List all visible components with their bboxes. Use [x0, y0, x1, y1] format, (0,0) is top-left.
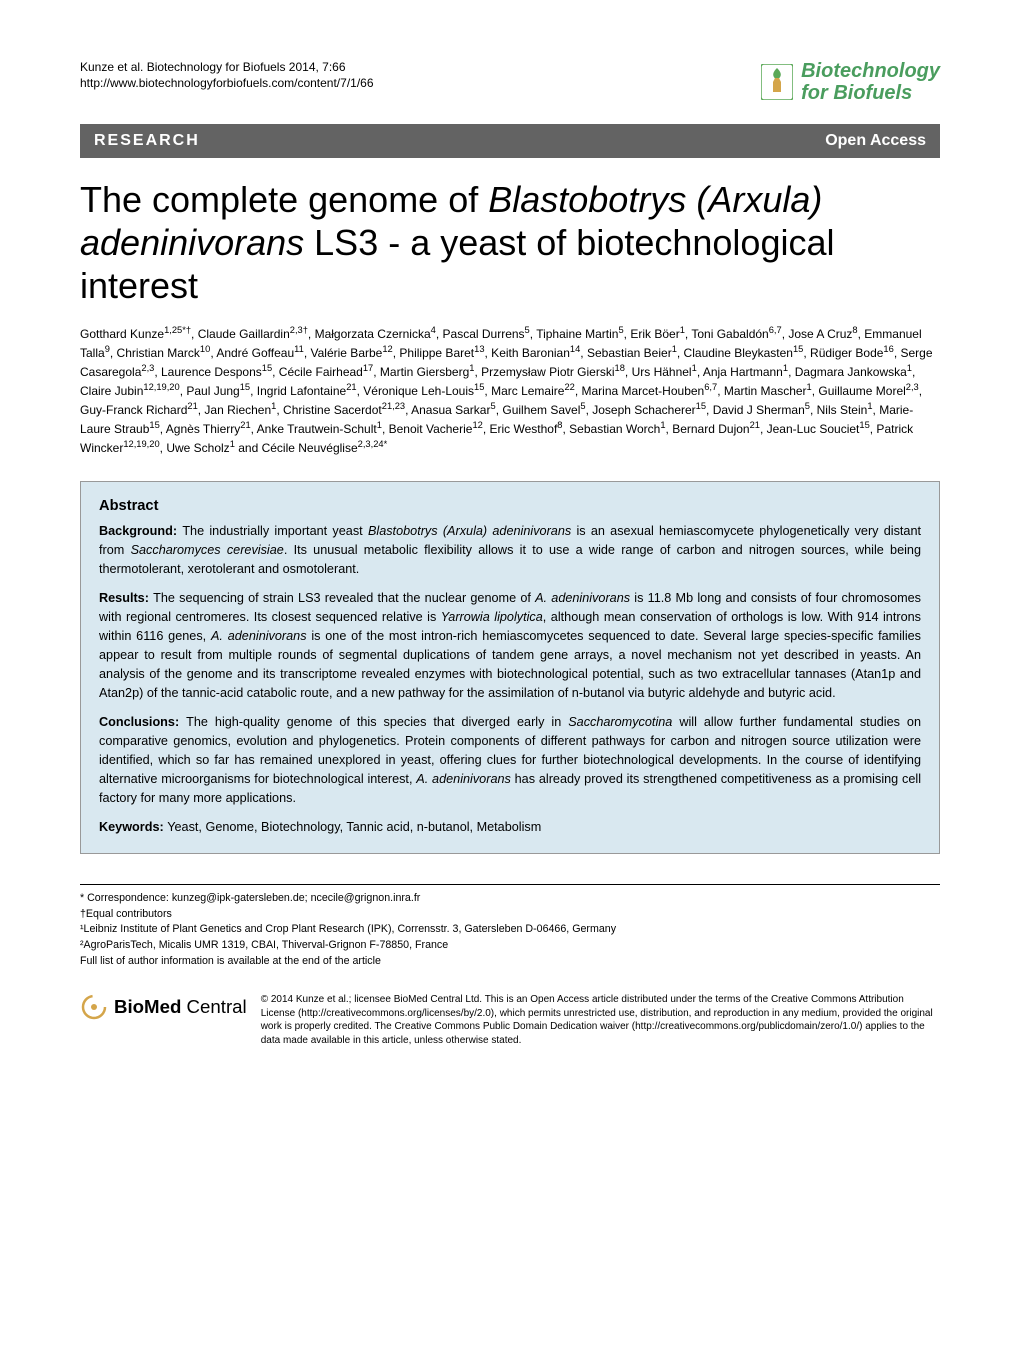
journal-name-line2: for Biofuels	[801, 82, 940, 104]
open-access-label: Open Access	[825, 132, 926, 150]
background-text: The industrially important yeast Blastob…	[99, 524, 921, 576]
keywords-label: Keywords:	[99, 820, 167, 834]
page-header: Kunze et al. Biotechnology for Biofuels …	[80, 60, 940, 104]
biomed-name-left: BioMed	[114, 996, 181, 1017]
affiliation-2: ²AgroParisTech, Micalis UMR 1319, CBAI, …	[80, 938, 940, 953]
conclusions-label: Conclusions:	[99, 715, 186, 729]
footer-section: * Correspondence: kunzeg@ipk-gatersleben…	[80, 884, 940, 970]
affiliation-1: ¹Leibniz Institute of Plant Genetics and…	[80, 922, 940, 937]
journal-logo-icon	[761, 64, 793, 100]
full-list-note: Full list of author information is avail…	[80, 954, 940, 969]
journal-name: Biotechnology for Biofuels	[801, 60, 940, 104]
journal-name-line1: Biotechnology	[801, 60, 940, 82]
abstract-background: Background: The industrially important y…	[99, 522, 921, 579]
article-title: The complete genome of Blastobotrys (Arx…	[80, 178, 940, 308]
abstract-results: Results: The sequencing of strain LS3 re…	[99, 589, 921, 703]
article-type-banner: RESEARCH Open Access	[80, 124, 940, 158]
background-label: Background:	[99, 524, 182, 538]
citation-line1: Kunze et al. Biotechnology for Biofuels …	[80, 60, 374, 76]
article-type: RESEARCH	[94, 132, 200, 150]
license-text: © 2014 Kunze et al.; licensee BioMed Cen…	[261, 993, 940, 1047]
keywords-text: Yeast, Genome, Biotechnology, Tannic aci…	[167, 820, 541, 834]
citation-url: http://www.biotechnologyforbiofuels.com/…	[80, 76, 374, 92]
abstract-box: Abstract Background: The industrially im…	[80, 481, 940, 854]
biomed-icon	[80, 993, 108, 1021]
abstract-keywords: Keywords: Yeast, Genome, Biotechnology, …	[99, 818, 921, 837]
abstract-header: Abstract	[99, 498, 921, 514]
author-list: Gotthard Kunze1,25*†, Claude Gaillardin2…	[80, 324, 940, 457]
journal-brand: Biotechnology for Biofuels	[761, 60, 940, 104]
title-prefix: The complete genome of	[80, 179, 488, 220]
biomed-name: BioMed Central	[114, 996, 247, 1018]
citation: Kunze et al. Biotechnology for Biofuels …	[80, 60, 374, 91]
abstract-conclusions: Conclusions: The high-quality genome of …	[99, 713, 921, 808]
equal-contributors: †Equal contributors	[80, 907, 940, 922]
correspondence: * Correspondence: kunzeg@ipk-gatersleben…	[80, 891, 940, 906]
results-label: Results:	[99, 591, 153, 605]
biomed-name-right: Central	[181, 996, 246, 1017]
biomed-logo: BioMed Central	[80, 993, 247, 1021]
conclusions-text: The high-quality genome of this species …	[99, 715, 921, 805]
results-text: The sequencing of strain LS3 revealed th…	[99, 591, 921, 700]
publisher-row: BioMed Central © 2014 Kunze et al.; lice…	[80, 993, 940, 1047]
